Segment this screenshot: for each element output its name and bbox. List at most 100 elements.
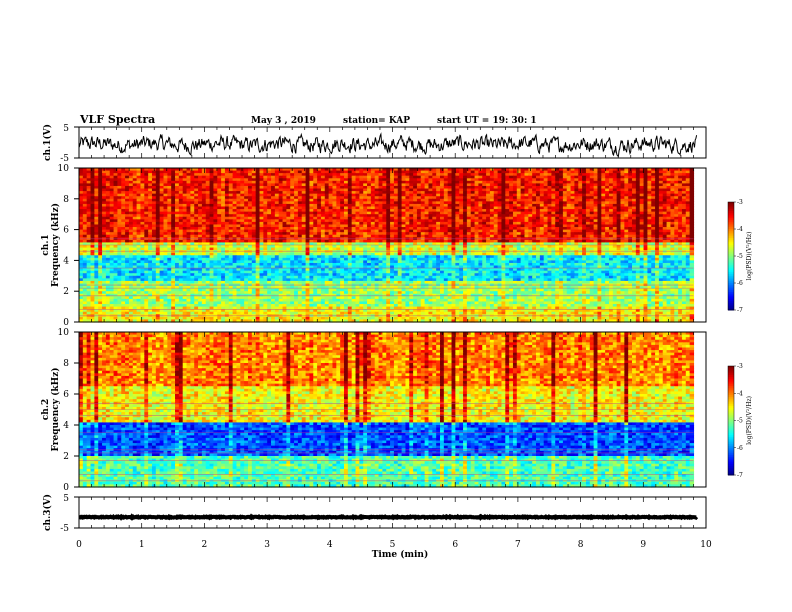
ch1-spectrogram-cell	[148, 183, 153, 187]
ch1-spectrogram-cell	[524, 175, 529, 179]
ch1-spectrogram-cell	[378, 178, 383, 182]
ch1-spectrogram-cell	[297, 178, 303, 182]
ch1-spectrogram-cell	[263, 180, 268, 184]
ch1-spectrogram-cell	[255, 168, 261, 172]
ch1-spectrogram-cell	[217, 175, 222, 179]
ch1-spectrogram-cell	[582, 188, 587, 192]
ch1-spectrogram-cell	[336, 178, 341, 182]
ch1-spectrogram-cell	[612, 185, 618, 190]
ch1-spectrogram-cell	[589, 170, 595, 174]
ch1-spectrogram-cell	[294, 178, 299, 182]
ch1-spectrogram-cell	[355, 178, 360, 182]
ch1-spectrogram-cell	[255, 180, 261, 184]
ch1-spectrogram-cell	[79, 180, 84, 184]
ch1-spectrogram-cell	[163, 180, 168, 184]
ch1-spectrogram-cell	[505, 180, 510, 184]
ch1-spectrogram-cell	[493, 180, 499, 184]
ch1-spectrogram-cell	[228, 188, 234, 192]
ch1-spectrogram-cell	[459, 185, 464, 190]
ch1-spectrogram-cell	[585, 188, 591, 192]
ch1-spectrogram-cell	[628, 175, 633, 179]
ch1-spectrogram-cell	[689, 173, 695, 177]
ch1-spectrogram-cell	[140, 168, 145, 172]
ch1-spectrogram-cell	[98, 168, 103, 172]
ch1-spectrogram-cell	[482, 185, 487, 190]
ch1-spectrogram-cell	[175, 178, 180, 182]
ch1-spectrogram-cell	[662, 183, 668, 187]
ch1-spectrogram-cell	[393, 180, 399, 184]
ch1-spectrogram-cell	[405, 173, 410, 177]
ch1-spectrogram-cell	[117, 188, 122, 192]
ch1-spectrogram-cell	[493, 173, 499, 177]
ch1-spectrogram-cell	[589, 168, 595, 172]
ch1-spectrogram-cell	[678, 178, 683, 182]
ch1-spectrogram-cell	[198, 183, 203, 187]
ch1-spectrogram-cell	[251, 185, 257, 190]
ch1-spectrogram-cell	[386, 168, 391, 172]
ch1-spectrogram-cell	[175, 180, 180, 184]
ch1-spectrogram-cell	[278, 180, 284, 184]
ch1-spectrogram-cell	[478, 175, 483, 179]
ch1-spectrogram-cell	[416, 175, 422, 179]
ch1-spectrogram-cell	[163, 175, 168, 179]
ch1-spectrogram-cell	[459, 173, 464, 177]
ch1-spectrogram-cell	[294, 185, 299, 190]
ch1-spectrogram-cell	[182, 180, 188, 184]
ch1-spectrogram-cell	[486, 185, 491, 190]
ch1-spectrogram-cell	[224, 175, 230, 179]
ch1-spectrogram-cell	[359, 178, 364, 182]
ch1-spectrogram-cell	[320, 180, 326, 184]
ch1-spectrogram-cell	[121, 175, 126, 179]
ch1-spectrogram-cell	[213, 191, 218, 195]
ch1-spectrogram-cell	[194, 175, 199, 179]
ch1-spectrogram-cell	[543, 168, 549, 172]
ch1-spectrogram-cell	[520, 168, 526, 172]
ch1-spectrogram-cell	[378, 188, 383, 192]
ch1-spectrogram-cell	[493, 185, 499, 190]
ch1-spectrogram-cell	[486, 173, 491, 177]
ch1-spectrogram-cell	[685, 183, 691, 187]
ch1-spectrogram-cell	[186, 170, 191, 174]
ch1-spectrogram-cell	[601, 170, 606, 174]
ch1-spectrogram-cell	[194, 188, 199, 192]
ch1-spectrogram-cell	[497, 188, 503, 192]
ch1-spectrogram-cell	[570, 183, 576, 187]
ch1-spectrogram-cell	[432, 183, 437, 187]
ch1-spectrogram-cell	[632, 173, 637, 177]
ch1-spectrogram-cell	[670, 173, 675, 177]
ch1-spectrogram-cell	[474, 175, 479, 179]
ch1-spectrogram-cell	[482, 170, 487, 174]
ch1-spectrogram-cell	[136, 191, 142, 195]
ch1-spectrogram-cell	[551, 173, 556, 177]
ch1-spectrogram-cell	[190, 185, 195, 190]
ch1-spectrogram-cell	[390, 173, 395, 177]
ch1-spectrogram-cell	[290, 170, 295, 174]
ch1-spectrogram-cell	[397, 170, 403, 174]
ch1-spectrogram-cell	[566, 180, 572, 184]
ch1-spectrogram-cell	[397, 178, 403, 182]
ch1-spectrogram-cell	[666, 188, 672, 192]
ch1-spectrogram-cell	[178, 183, 184, 187]
ch1-spectrogram-cell	[570, 185, 576, 190]
ch1-spectrogram-cell	[497, 180, 503, 184]
ch1-spectrogram-cell	[305, 188, 311, 192]
ch1-spectrogram-cell	[555, 188, 560, 192]
ch1-spectrogram-cell	[593, 168, 599, 172]
ch1-spectrogram-cell	[559, 175, 564, 179]
ch1-spectrogram-cell	[566, 185, 572, 190]
ch1-spectrogram-cell	[232, 175, 238, 179]
ch1-spectrogram-cell	[278, 175, 284, 179]
ch1-spectrogram-cell	[674, 168, 679, 172]
ch1-spectrogram-cell	[466, 188, 472, 192]
ch1-spectrogram-cell	[317, 175, 322, 179]
ch1-spectrogram-cell	[198, 170, 203, 174]
ch1-spectrogram-cell	[466, 185, 472, 190]
ch1-spectrogram-cell	[209, 191, 215, 195]
ch1-spectrogram-cell	[443, 180, 449, 184]
ch1-spectrogram-cell	[470, 183, 476, 187]
ch1-spectrogram-cell	[90, 173, 95, 177]
ch1-spectrogram-cell	[582, 170, 587, 174]
ch1-spectrogram-cell	[324, 191, 330, 195]
ch1-spectrogram-cell	[82, 170, 88, 174]
ch1-spectrogram-cell	[413, 178, 418, 182]
